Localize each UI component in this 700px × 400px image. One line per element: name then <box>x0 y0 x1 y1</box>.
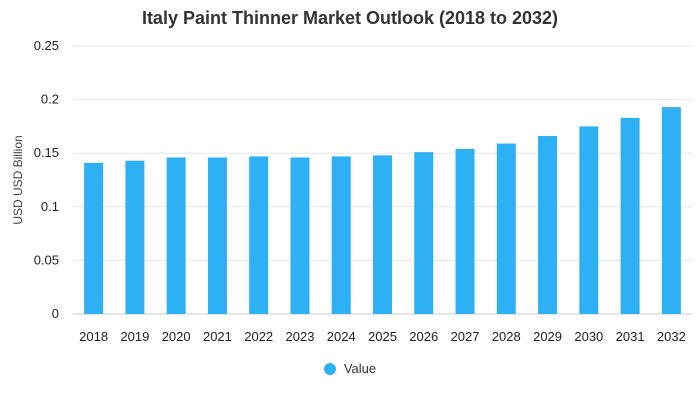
y-tick-label: 0 <box>52 306 59 321</box>
x-tick-label: 2029 <box>533 329 562 344</box>
bar-2027[interactable] <box>455 148 475 314</box>
bar-2019[interactable] <box>125 160 145 314</box>
bar-2028[interactable] <box>496 143 516 314</box>
bar-2026[interactable] <box>414 152 434 314</box>
bar-2022[interactable] <box>249 156 269 314</box>
x-tick-label: 2026 <box>409 329 438 344</box>
y-tick-label: 0.25 <box>34 38 59 53</box>
legend: Value <box>0 361 700 376</box>
bars <box>84 107 681 315</box>
y-tick-label: 0.1 <box>41 199 59 214</box>
x-tick-label: 2028 <box>492 329 521 344</box>
x-tick-label: 2030 <box>574 329 603 344</box>
bar-2030[interactable] <box>579 126 599 315</box>
bar-2020[interactable] <box>166 157 186 314</box>
x-tick-label: 2020 <box>162 329 191 344</box>
x-tick-label: 2018 <box>79 329 108 344</box>
x-tick-label: 2025 <box>368 329 397 344</box>
bar-2024[interactable] <box>331 156 351 314</box>
bar-2029[interactable] <box>538 136 558 314</box>
x-tick-label: 2021 <box>203 329 232 344</box>
x-tick-label: 2032 <box>657 329 686 344</box>
bar-2032[interactable] <box>661 107 681 314</box>
bar-2031[interactable] <box>620 117 640 314</box>
y-axis-label: USD USD Billion <box>11 135 25 224</box>
x-tick-label: 2031 <box>616 329 645 344</box>
y-tick-label: 0.2 <box>41 92 59 107</box>
x-tick-label: 2022 <box>244 329 273 344</box>
y-axis-ticks: 0 0.05 0.1 0.15 0.2 0.25 <box>34 38 59 321</box>
bar-2018[interactable] <box>84 162 104 314</box>
x-axis-ticks: 2018 2019 2020 2021 2022 2023 2024 2025 2026 2027… <box>79 329 686 344</box>
legend-label[interactable]: Value <box>343 361 377 376</box>
bar-2023[interactable] <box>290 157 310 314</box>
x-tick-label: 2027 <box>451 329 480 344</box>
x-tick-label: 2024 <box>327 329 356 344</box>
y-tick-label: 0.05 <box>34 252 59 267</box>
chart-title: Italy Paint Thinner Market Outlook (2018… <box>141 8 559 28</box>
bar-2021[interactable] <box>207 157 227 314</box>
bar-2025[interactable] <box>373 155 392 314</box>
x-tick-label: 2019 <box>120 329 149 344</box>
y-tick-label: 0.15 <box>34 145 59 160</box>
x-tick-label: 2023 <box>286 329 315 344</box>
legend-swatch <box>323 362 336 375</box>
